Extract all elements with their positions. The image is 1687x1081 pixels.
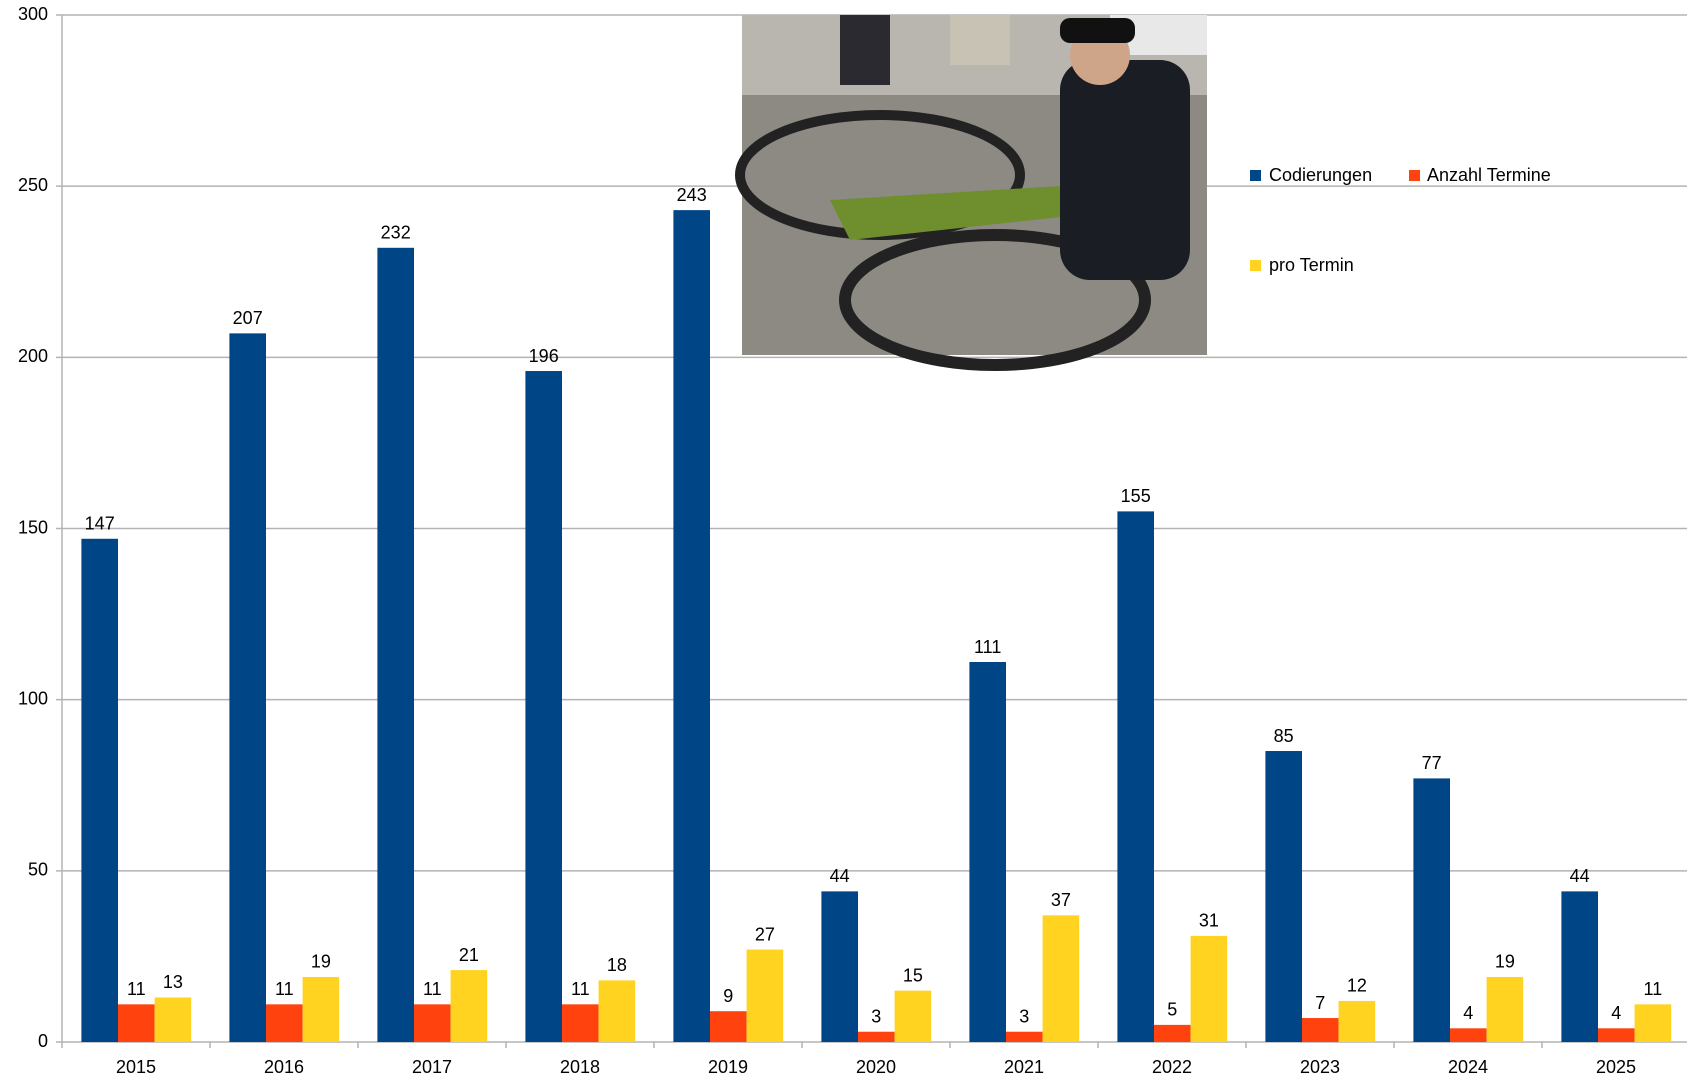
bar [229, 333, 266, 1042]
bar [1154, 1024, 1191, 1042]
data-label: 3 [1019, 1006, 1029, 1026]
bar [1413, 778, 1450, 1042]
data-label: 11 [127, 979, 146, 999]
data-label: 27 [755, 924, 775, 944]
data-label: 85 [1274, 726, 1294, 746]
data-label: 243 [677, 185, 707, 205]
bar [562, 1004, 599, 1042]
x-tick-label: 2023 [1300, 1057, 1340, 1077]
x-tick-label: 2017 [412, 1057, 452, 1077]
data-label: 37 [1051, 890, 1071, 910]
bar [450, 970, 488, 1042]
y-tick-label: 300 [18, 4, 48, 24]
photo-legs [950, 15, 1010, 65]
data-label: 31 [1199, 911, 1219, 931]
data-label: 11 [1644, 979, 1663, 999]
data-label: 77 [1422, 753, 1442, 773]
data-label: 111 [974, 637, 1001, 657]
bar [710, 1011, 747, 1042]
bar [858, 1031, 895, 1042]
legend-label: Anzahl Termine [1427, 165, 1551, 185]
bar [598, 980, 636, 1042]
y-tick-label: 100 [18, 688, 48, 708]
x-tick-label: 2018 [560, 1057, 600, 1077]
x-tick-label: 2022 [1152, 1057, 1192, 1077]
y-tick-label: 200 [18, 346, 48, 366]
bar [81, 538, 118, 1042]
data-label: 11 [275, 979, 294, 999]
x-tick-label: 2024 [1448, 1057, 1488, 1077]
data-label: 11 [571, 979, 590, 999]
bar [525, 371, 562, 1042]
photo [735, 15, 1207, 371]
bar [1117, 511, 1154, 1043]
data-label: 44 [830, 866, 850, 886]
data-label: 15 [903, 965, 923, 985]
data-label: 4 [1463, 1003, 1473, 1023]
data-label: 11 [423, 979, 442, 999]
legend-label: Codierungen [1269, 165, 1372, 185]
photo-legs [840, 15, 890, 85]
bar [894, 990, 932, 1042]
data-label: 5 [1167, 1000, 1177, 1020]
x-tick-label: 2015 [116, 1057, 156, 1077]
x-tick-label: 2019 [708, 1057, 748, 1077]
bar [118, 1004, 155, 1042]
bar [1634, 1004, 1672, 1042]
data-label: 196 [529, 346, 559, 366]
data-label: 13 [163, 972, 183, 992]
x-tick-label: 2021 [1004, 1057, 1044, 1077]
photo-cap [1060, 18, 1135, 43]
bar [1450, 1028, 1487, 1042]
data-label: 207 [233, 308, 263, 328]
bar [1190, 935, 1228, 1042]
y-tick-label: 50 [28, 860, 48, 880]
data-label: 3 [871, 1006, 881, 1026]
legend-label: pro Termin [1269, 255, 1354, 275]
y-tick-label: 150 [18, 517, 48, 537]
data-label: 7 [1315, 993, 1325, 1013]
data-label: 18 [607, 955, 627, 975]
bar [746, 949, 784, 1042]
data-label: 44 [1570, 866, 1590, 886]
data-label: 21 [459, 945, 479, 965]
data-label: 19 [1495, 952, 1515, 972]
bar [1265, 751, 1302, 1042]
x-tick-label: 2016 [264, 1057, 304, 1077]
bar [1561, 891, 1598, 1042]
data-label: 4 [1611, 1003, 1621, 1023]
bar [673, 210, 710, 1042]
bar [969, 662, 1006, 1042]
legend: Codierungen Anzahl Termine pro Termin [1250, 165, 1551, 275]
legend-swatch [1250, 260, 1261, 271]
bar [1042, 915, 1080, 1042]
data-label: 19 [311, 952, 331, 972]
bar [377, 247, 414, 1042]
x-tick-label: 2025 [1596, 1057, 1636, 1077]
bar [266, 1004, 303, 1042]
y-tick-label: 0 [38, 1031, 48, 1051]
legend-swatch [1409, 170, 1420, 181]
bar [1302, 1018, 1339, 1042]
bar [414, 1004, 451, 1042]
data-label: 155 [1121, 486, 1151, 506]
bar [1338, 1000, 1376, 1042]
photo-person [1060, 60, 1190, 280]
data-label: 147 [85, 514, 115, 534]
bar [1486, 976, 1524, 1042]
x-tick-label: 2020 [856, 1057, 896, 1077]
bar [302, 976, 340, 1042]
bar [1006, 1031, 1043, 1042]
photo-wheel [839, 229, 1151, 371]
data-label: 12 [1347, 976, 1367, 996]
bar [821, 891, 858, 1042]
data-label: 9 [723, 986, 733, 1006]
legend-swatch [1250, 170, 1261, 181]
bar [1598, 1028, 1635, 1042]
bar [154, 997, 192, 1042]
y-tick-label: 250 [18, 175, 48, 195]
data-label: 232 [381, 223, 411, 243]
